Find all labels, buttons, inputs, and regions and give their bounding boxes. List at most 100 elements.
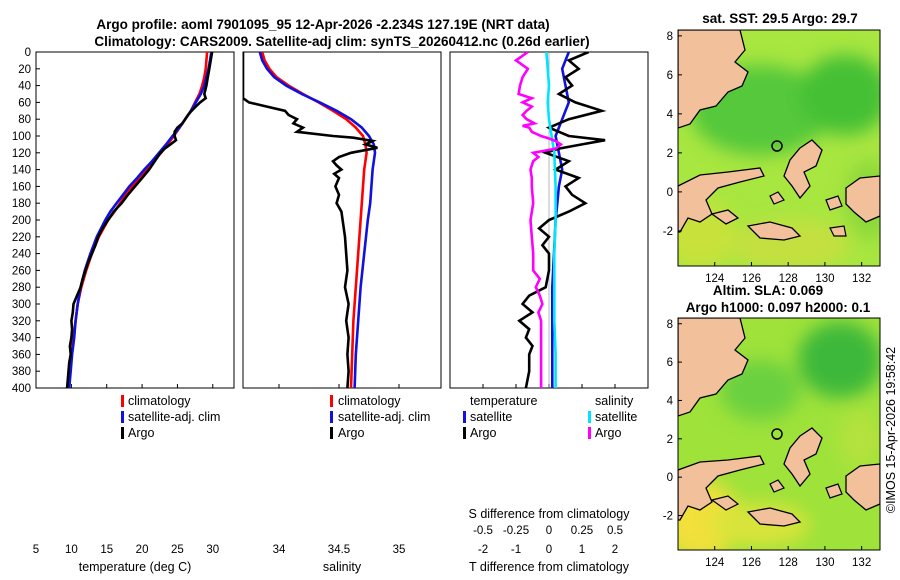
sla-map: Altim. SLA: 0.069 Argo h1000: 0.097 h200… <box>663 283 881 569</box>
temperature-x-label: temperature (deg C) <box>79 560 192 574</box>
legend-swatch-argo <box>121 427 124 439</box>
legend-climatology: climatology <box>338 394 401 408</box>
top-tick-label: 0.5 <box>607 525 623 537</box>
land-halmahera <box>783 139 823 200</box>
figure-title-line2: Climatology: CARS2009. Satellite-adj cli… <box>94 34 589 49</box>
lat-tick-label: -2 <box>663 510 673 522</box>
land-seram <box>746 221 802 241</box>
sst-map: sat. SST: 29.5 Argo: 29.7 124 126 128 130 13… <box>663 11 881 285</box>
y-tick-label: 0 <box>25 47 31 59</box>
legend-argo: Argo <box>338 426 364 440</box>
argo-position-marker <box>771 140 783 152</box>
y-tick-label: 340 <box>12 333 31 345</box>
salinity-argo-line <box>243 52 378 388</box>
sla-map-axes: 124 126 128 130 132 -2 0 2 4 6 8 <box>663 319 871 569</box>
sst-map-frame <box>677 29 881 267</box>
x-tick-label: 25 <box>171 544 184 556</box>
x-tick-label: 2 <box>612 544 618 556</box>
figure-title-line1: Argo profile: aoml 7901095_95 12-Apr-202… <box>96 17 549 32</box>
y-tick-label: 360 <box>12 349 31 361</box>
temperature-legend: climatology satellite-adj. clim Argo <box>121 394 220 440</box>
difference-top-axis: -0.5 -0.25 0 0.25 0.5 <box>473 525 623 537</box>
y-tick-label: 120 <box>12 148 31 160</box>
x-tick-label: 10 <box>65 544 78 556</box>
legend-s-argo: Argo <box>595 426 621 440</box>
x-tick-label: 5 <box>33 544 39 556</box>
land-buru <box>710 209 740 225</box>
salinity-legend: climatology satellite-adj. clim Argo <box>330 394 430 440</box>
y-tick-label: 400 <box>12 383 31 395</box>
lat-tick-label: 2 <box>667 148 673 160</box>
y-tick-label: 160 <box>12 181 31 193</box>
difference-top-label: S difference from climatology <box>469 507 631 521</box>
sla-map-frame <box>677 317 881 551</box>
legend-satellite-adj: satellite-adj. clim <box>128 410 220 424</box>
lon-tick-label: 132 <box>852 557 871 569</box>
difference-legend: temperature satellite Argo salinity sate… <box>463 394 637 440</box>
top-tick-label: 0 <box>546 525 552 537</box>
land-sulawesi <box>678 167 765 233</box>
y-tick-label: 240 <box>12 249 31 261</box>
legend-temperature-heading: temperature <box>470 394 537 408</box>
sst-map-axes: 124 126 128 130 132 -2 0 2 4 6 8 <box>663 31 871 285</box>
land-new-guinea <box>845 463 880 511</box>
lat-tick-label: 8 <box>667 31 673 43</box>
salinity-panel: 34 34.5 35 salinity climatology satellite-… <box>242 51 442 574</box>
lon-tick-label: 128 <box>779 557 798 569</box>
lon-tick-label: 124 <box>705 273 725 285</box>
lon-tick-label: 126 <box>742 557 761 569</box>
lat-tick-label: 6 <box>667 357 673 369</box>
y-tick-label: 100 <box>12 131 31 143</box>
legend-t-argo: Argo <box>470 426 496 440</box>
land-islets <box>710 479 843 511</box>
x-tick-label: 34 <box>273 544 286 556</box>
legend-swatch-satellite <box>330 411 333 423</box>
x-tick-label: 20 <box>136 544 149 556</box>
y-tick-label: 320 <box>12 316 31 328</box>
legend-swatch-climatology <box>121 395 124 407</box>
depth-axis: 0 20 40 60 80 100 120 140 160 180 200 220 240 260 280 3… <box>12 47 40 395</box>
legend-swatch-t-satellite <box>463 411 466 423</box>
legend-swatch-s-argo <box>588 427 591 439</box>
legend-swatch-argo <box>330 427 333 439</box>
top-tick-label: 0.25 <box>571 525 593 537</box>
sla-map-subtitle: Argo h1000: 0.097 h2000: 0.1 <box>686 300 871 315</box>
land-mindanao <box>678 318 749 417</box>
legend-s-satellite: satellite <box>595 410 637 424</box>
lon-tick-label: 130 <box>815 273 834 285</box>
y-tick-label: 380 <box>12 366 31 378</box>
y-tick-label: 20 <box>18 64 31 76</box>
y-tick-label: 280 <box>12 282 31 294</box>
legend-climatology: climatology <box>128 394 191 408</box>
lat-tick-label: 6 <box>667 70 673 82</box>
imos-timestamp: ©IMOS 15-Apr-2026 19:58:42 <box>884 347 898 513</box>
sla-map-title: Altim. SLA: 0.069 <box>713 283 823 298</box>
land-islets <box>769 191 847 237</box>
salinity-diff-argo-line <box>513 52 564 388</box>
land-new-guinea <box>845 175 880 223</box>
salinity-x-label: salinity <box>323 560 362 574</box>
y-tick-label: 300 <box>12 299 31 311</box>
lat-tick-label: 0 <box>667 187 673 199</box>
lat-tick-label: 2 <box>667 434 673 446</box>
temperature-x-axis: 5 10 15 20 25 30 <box>33 384 219 556</box>
y-tick-label: 140 <box>12 165 31 177</box>
land-halmahera <box>783 427 823 488</box>
salinity-x-axis: 34 34.5 35 <box>273 384 405 556</box>
x-tick-label: 34.5 <box>328 544 350 556</box>
lat-tick-label: 8 <box>667 319 673 331</box>
legend-swatch-climatology <box>330 395 333 407</box>
top-tick-label: -0.5 <box>473 525 493 537</box>
x-tick-label: -2 <box>478 544 488 556</box>
y-tick-label: 200 <box>12 215 31 227</box>
lon-tick-label: 124 <box>705 557 725 569</box>
argo-position-marker <box>771 428 783 440</box>
x-tick-label: 30 <box>206 544 219 556</box>
x-tick-label: 0 <box>546 544 552 556</box>
difference-x-label: T difference from climatology <box>469 560 630 574</box>
land-seram <box>746 507 802 527</box>
temperature-diff-argo-line <box>517 52 607 388</box>
lon-tick-label: 132 <box>852 273 871 285</box>
legend-swatch-s-satellite <box>588 411 591 423</box>
